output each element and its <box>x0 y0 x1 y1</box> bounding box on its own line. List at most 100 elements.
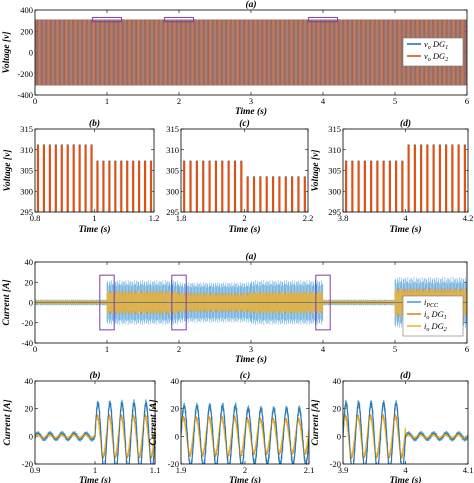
v_d-series <box>345 144 466 212</box>
x-tick-label: 2.1 <box>304 465 315 475</box>
y-tick-label: 305 <box>328 166 341 176</box>
y-tick-label: 310 <box>328 145 341 155</box>
y-axis-label: Current [A] <box>149 399 159 445</box>
legend-index: 2 <box>445 57 448 63</box>
i_d-axes: 3.9 4 4.1 -20 0 20 40 (d) Time (s) Current [A] <box>311 370 473 483</box>
x-tick-label: 1.8 <box>176 213 187 223</box>
panel-title: (b) <box>89 118 100 129</box>
x-tick-label: 1 <box>92 213 96 223</box>
y-tick-label: 40 <box>171 376 180 386</box>
v_d-axes: 3.8 4 4.2 295 300 305 310 315 (d) Time (s) Voltage… <box>311 118 473 235</box>
v_c-peaks <box>183 160 306 212</box>
zoom-highlight-box <box>164 16 194 23</box>
y-axis-label: Current [A] <box>3 399 13 445</box>
v_d-peaks <box>345 144 466 212</box>
legend-entry: vo DG1 <box>424 39 448 51</box>
zoom-i-dark <box>181 405 309 464</box>
panel-title: (a) <box>245 251 256 262</box>
y-tick-label: 20 <box>333 404 342 414</box>
legend-name: DG <box>429 309 443 319</box>
x-tick-label: 4 <box>403 213 408 223</box>
v_b-caps <box>36 144 153 162</box>
y-tick-label: -20 <box>22 318 33 328</box>
panel-title: (c) <box>239 118 250 129</box>
v_d-frame <box>342 128 469 213</box>
v_b-peaks <box>36 144 153 212</box>
y-tick-label: 40 <box>333 376 342 386</box>
y-tick-label: -400 <box>17 90 33 100</box>
x-tick-label: 4.2 <box>463 213 474 223</box>
panel-title: (c) <box>240 370 251 381</box>
x-axis-label: Time (s) <box>228 224 260 235</box>
v_c-caps <box>183 160 306 178</box>
panel-title: (a) <box>245 0 256 10</box>
y-tick-label: 400 <box>20 5 33 15</box>
x-tick-label: 6 <box>465 96 469 106</box>
x-tick-label: 1 <box>105 344 109 354</box>
legend-entry: io DG1 <box>424 309 447 321</box>
legend-symbol: i <box>424 321 427 331</box>
legend-name: DG <box>431 51 445 61</box>
legend-subscript: o <box>428 45 431 51</box>
x-tick-label: 2 <box>242 213 246 223</box>
y-tick-label: 315 <box>20 124 33 134</box>
i_d-frame <box>342 380 469 465</box>
x-axis-label: Time (s) <box>229 475 261 483</box>
legend-symbol: i <box>424 297 427 307</box>
x-tick-label: 4 <box>321 344 326 354</box>
x-tick-label: 0.8 <box>30 213 41 223</box>
x-tick-label: 1.2 <box>149 213 160 223</box>
y-tick-label: 0 <box>29 48 33 58</box>
y-tick-label: -20 <box>168 459 179 469</box>
x-tick-label: 2 <box>243 465 247 475</box>
x-tick-label: 2.2 <box>303 213 314 223</box>
y-axis-label: Current [A] <box>2 279 12 325</box>
x-tick-label: 0 <box>33 344 37 354</box>
voltage-overview-series <box>35 19 467 86</box>
legend-box <box>402 37 464 67</box>
y-tick-label: 305 <box>20 166 33 176</box>
y-tick-label: 295 <box>20 207 33 217</box>
legend-entry: vo DG2 <box>424 51 448 63</box>
x-axis-label: Time (s) <box>78 224 110 235</box>
zoom-highlight-box <box>92 16 122 23</box>
y-axis-label: Current [A] <box>311 399 321 445</box>
y-tick-label: 300 <box>166 186 179 196</box>
y-tick-label: 0 <box>337 431 341 441</box>
x-tick-label: 3 <box>249 344 253 354</box>
legend-subscript: o <box>426 327 429 333</box>
legend-name: DG <box>429 321 443 331</box>
v_c-frame <box>180 128 309 213</box>
y-tick-label: -20 <box>22 459 33 469</box>
v_d-caps <box>345 144 466 162</box>
zoom-i-dark <box>343 402 468 464</box>
y-axis-label: Voltage [v] <box>311 150 321 192</box>
x-tick-label: 1.1 <box>150 465 161 475</box>
i_b-frame <box>34 380 156 465</box>
x-tick-label: 4.1 <box>463 465 474 475</box>
x-axis-label: Time (s) <box>235 106 267 117</box>
y-tick-label: 20 <box>25 404 34 414</box>
y-tick-label: 315 <box>166 124 179 134</box>
zoom-highlight-box <box>315 274 331 331</box>
x-tick-label: 0 <box>33 96 37 106</box>
x-tick-label: 3.9 <box>338 465 349 475</box>
zoom-i-dark <box>35 402 155 464</box>
y-tick-label: 0 <box>29 298 33 308</box>
legend-symbol: v <box>424 51 428 61</box>
y-tick-label: 295 <box>328 207 341 217</box>
legend-entry: iPCC <box>424 297 439 309</box>
legend-subscript: o <box>426 315 429 321</box>
legend-subscript: o <box>428 57 431 63</box>
x-tick-label: 3.8 <box>338 213 349 223</box>
y-axis-label: Voltage [v] <box>2 32 12 74</box>
x-tick-label: 6 <box>465 344 469 354</box>
x-tick-label: 4 <box>403 465 408 475</box>
legend-index: 1 <box>444 315 447 321</box>
y-tick-label: 310 <box>20 145 33 155</box>
y-tick-label: 20 <box>25 277 34 287</box>
x-axis-label: Time (s) <box>389 224 421 235</box>
